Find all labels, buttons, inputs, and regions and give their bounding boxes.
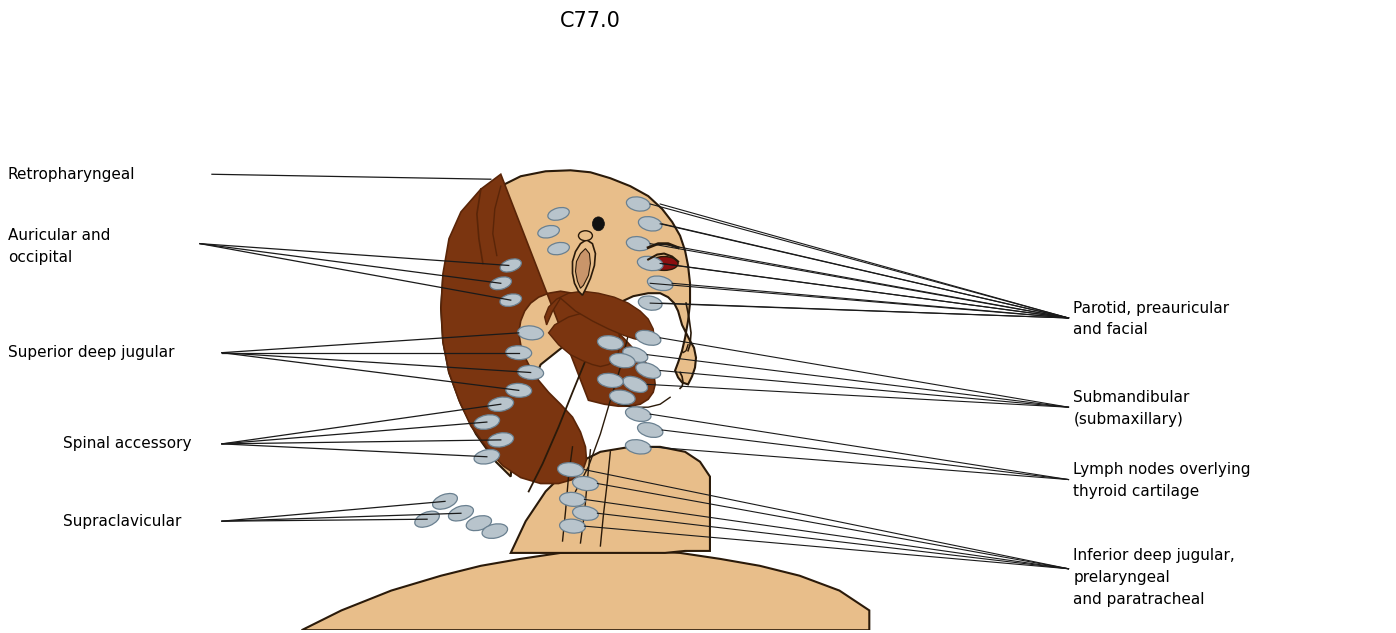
Text: Spinal accessory: Spinal accessory — [63, 436, 191, 451]
Ellipse shape — [623, 347, 648, 362]
Text: and facial: and facial — [1074, 322, 1149, 337]
Ellipse shape — [635, 330, 660, 345]
Text: Inferior deep jugular,: Inferior deep jugular, — [1074, 548, 1235, 563]
Ellipse shape — [537, 225, 560, 238]
Text: prelaryngeal: prelaryngeal — [1074, 570, 1170, 585]
Ellipse shape — [623, 377, 648, 392]
Polygon shape — [575, 249, 591, 288]
Ellipse shape — [518, 365, 543, 380]
Text: Retropharyngeal: Retropharyngeal — [8, 166, 135, 182]
Ellipse shape — [489, 433, 514, 447]
Ellipse shape — [547, 242, 570, 254]
Polygon shape — [441, 174, 655, 484]
Ellipse shape — [635, 363, 660, 379]
Polygon shape — [549, 313, 620, 367]
Text: and paratracheal: and paratracheal — [1074, 592, 1205, 607]
Ellipse shape — [505, 384, 532, 398]
Ellipse shape — [490, 277, 511, 290]
Ellipse shape — [651, 256, 678, 270]
Text: Submandibular: Submandibular — [1074, 390, 1189, 404]
Ellipse shape — [627, 197, 651, 211]
Ellipse shape — [638, 216, 662, 231]
Text: Lymph nodes overlying: Lymph nodes overlying — [1074, 462, 1251, 477]
Text: Supraclavicular: Supraclavicular — [63, 514, 181, 529]
Ellipse shape — [638, 256, 663, 271]
Ellipse shape — [625, 407, 651, 422]
Ellipse shape — [638, 423, 663, 437]
Ellipse shape — [466, 516, 491, 530]
Text: C77.0: C77.0 — [560, 11, 621, 30]
Ellipse shape — [625, 440, 651, 454]
Ellipse shape — [597, 335, 623, 350]
Ellipse shape — [415, 511, 440, 527]
Polygon shape — [511, 447, 711, 553]
Ellipse shape — [475, 449, 500, 464]
Ellipse shape — [560, 492, 585, 506]
Ellipse shape — [557, 463, 584, 477]
Ellipse shape — [547, 208, 570, 220]
Polygon shape — [441, 170, 697, 477]
Polygon shape — [544, 291, 655, 341]
Ellipse shape — [518, 326, 543, 340]
Text: thyroid cartilage: thyroid cartilage — [1074, 484, 1199, 499]
Ellipse shape — [482, 523, 508, 539]
Ellipse shape — [560, 519, 585, 533]
Ellipse shape — [448, 506, 473, 521]
Ellipse shape — [505, 346, 532, 360]
Ellipse shape — [500, 294, 522, 306]
Text: (submaxillary): (submaxillary) — [1074, 411, 1184, 427]
Text: occipital: occipital — [8, 250, 73, 265]
Ellipse shape — [475, 415, 500, 429]
Ellipse shape — [489, 397, 514, 411]
Ellipse shape — [592, 217, 604, 231]
Ellipse shape — [638, 296, 662, 310]
Ellipse shape — [572, 477, 599, 491]
Ellipse shape — [610, 390, 635, 404]
Ellipse shape — [648, 276, 673, 291]
Text: Auricular and: Auricular and — [8, 229, 110, 243]
Text: Superior deep jugular: Superior deep jugular — [8, 345, 174, 360]
Text: Parotid, preauricular: Parotid, preauricular — [1074, 301, 1230, 316]
Ellipse shape — [500, 259, 521, 272]
Ellipse shape — [433, 494, 458, 509]
Ellipse shape — [572, 506, 599, 520]
Ellipse shape — [597, 373, 623, 387]
Ellipse shape — [578, 231, 592, 241]
Ellipse shape — [610, 353, 635, 368]
Ellipse shape — [627, 237, 651, 251]
Polygon shape — [302, 551, 870, 630]
Polygon shape — [572, 240, 596, 295]
